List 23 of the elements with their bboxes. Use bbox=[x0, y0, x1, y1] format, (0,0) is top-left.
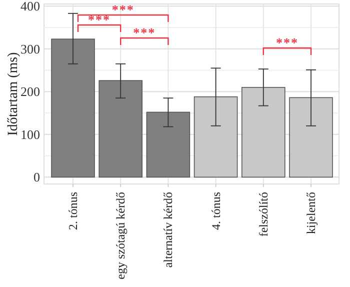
significance-bracket: *** bbox=[120, 25, 169, 45]
annotation: *** bbox=[133, 25, 156, 40]
x-tick-label: alternatív kérdő bbox=[161, 192, 176, 268]
x-tick-label: felszólító bbox=[256, 192, 270, 237]
annotation: *** bbox=[88, 12, 111, 27]
y-axis-title: Időtartam (ms) bbox=[6, 52, 21, 136]
bar bbox=[98, 80, 142, 178]
y-tick-label: 400 bbox=[20, 0, 40, 14]
annotation: *** bbox=[276, 35, 298, 50]
bar bbox=[51, 38, 95, 178]
y-tick-label: 0 bbox=[34, 170, 40, 185]
y-tick-label: 200 bbox=[20, 84, 40, 100]
x-tick-label: kijelentő bbox=[304, 192, 318, 234]
bar bbox=[242, 86, 286, 178]
significance-bracket: *** bbox=[262, 35, 312, 55]
bar bbox=[289, 97, 333, 178]
bar bbox=[146, 112, 190, 178]
bar bbox=[194, 96, 238, 178]
y-tick-label: 100 bbox=[20, 126, 40, 142]
x-tick-label: egy szótagú kérdő bbox=[114, 192, 128, 280]
y-tick-label: 300 bbox=[20, 41, 40, 56]
x-tick-label: 2. tónus bbox=[66, 192, 80, 230]
x-tick-label: 4. tónus bbox=[208, 192, 223, 230]
